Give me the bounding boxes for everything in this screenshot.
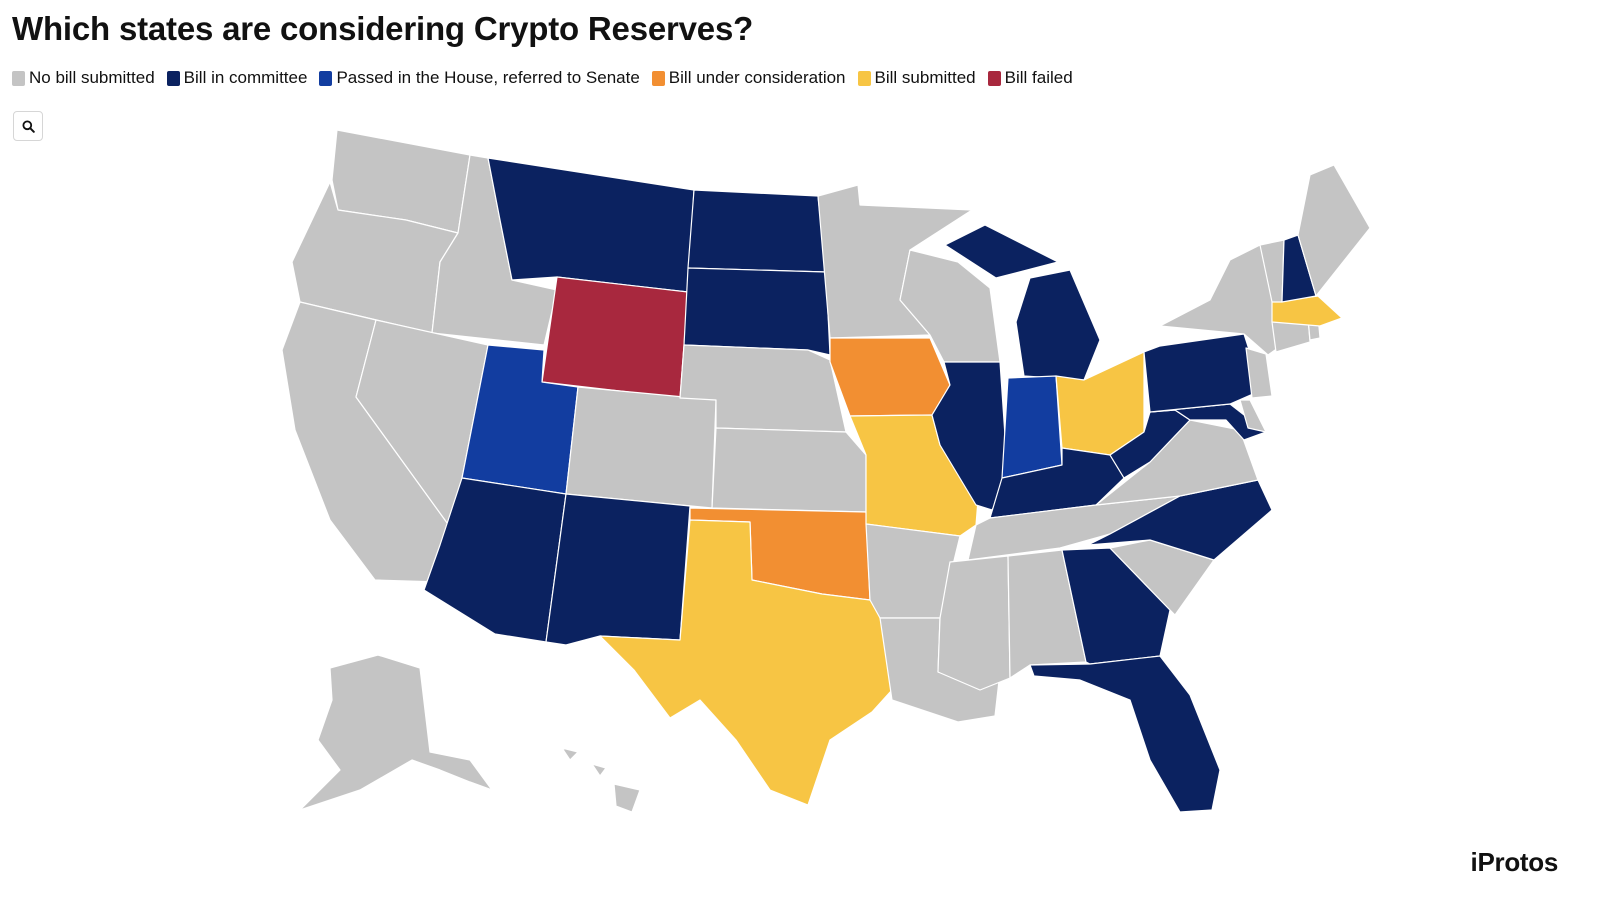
legend-swatch — [319, 70, 333, 86]
legend-swatch — [987, 70, 1001, 86]
state-ME[interactable] — [1297, 164, 1371, 297]
legend-item-consideration: Bill under consideration — [651, 68, 846, 88]
state-ND[interactable] — [687, 189, 827, 273]
legend-label: Passed in the House, referred to Senate — [336, 68, 640, 87]
brand-logo: iProtos — [1470, 847, 1559, 877]
legend-item-submitted: Bill submitted — [857, 68, 976, 88]
legend-label: Bill under consideration — [668, 68, 846, 87]
state-HI[interactable] — [561, 747, 641, 813]
state-AL[interactable] — [1007, 549, 1087, 679]
state-AK[interactable] — [299, 654, 493, 811]
state-IL[interactable] — [931, 361, 1009, 511]
legend-label: Bill failed — [1004, 68, 1073, 87]
state-CO[interactable] — [565, 386, 717, 509]
legend-label: No bill submitted — [29, 68, 155, 87]
state-MD[interactable] — [1149, 403, 1267, 441]
search-button[interactable] — [13, 111, 43, 141]
legend-label: Bill in committee — [183, 68, 308, 87]
state-NC[interactable] — [1087, 479, 1273, 561]
state-TX[interactable] — [599, 519, 893, 806]
legend-swatch — [651, 70, 665, 86]
state-WY[interactable] — [541, 276, 689, 399]
legend-item-failed: Bill failed — [987, 68, 1073, 88]
state-KS[interactable] — [711, 427, 867, 513]
state-IN[interactable] — [1001, 375, 1063, 479]
state-SD[interactable] — [683, 267, 831, 356]
legend-swatch — [857, 70, 871, 86]
legend-item-none: No bill submitted — [12, 68, 155, 88]
state-DE[interactable] — [1239, 399, 1267, 433]
state-IA[interactable] — [829, 337, 951, 417]
legend-item-passed: Passed in the House, referred to Senate — [319, 68, 640, 88]
search-icon — [22, 120, 35, 133]
legend-swatch — [12, 70, 25, 86]
state-MS[interactable] — [937, 555, 1011, 691]
state-NM[interactable] — [545, 493, 691, 646]
legend-swatch — [166, 70, 180, 86]
state-MT[interactable] — [487, 157, 695, 293]
state-FL[interactable] — [1029, 655, 1221, 813]
legend-item-committee: Bill in committee — [166, 68, 308, 88]
legend-label: Bill submitted — [874, 68, 976, 87]
legend: No bill submitted Bill in committee Pass… — [12, 68, 1073, 88]
page-title: Which states are considering Crypto Rese… — [12, 10, 754, 47]
state-NJ[interactable] — [1245, 347, 1273, 399]
state-SC[interactable] — [1109, 539, 1215, 616]
